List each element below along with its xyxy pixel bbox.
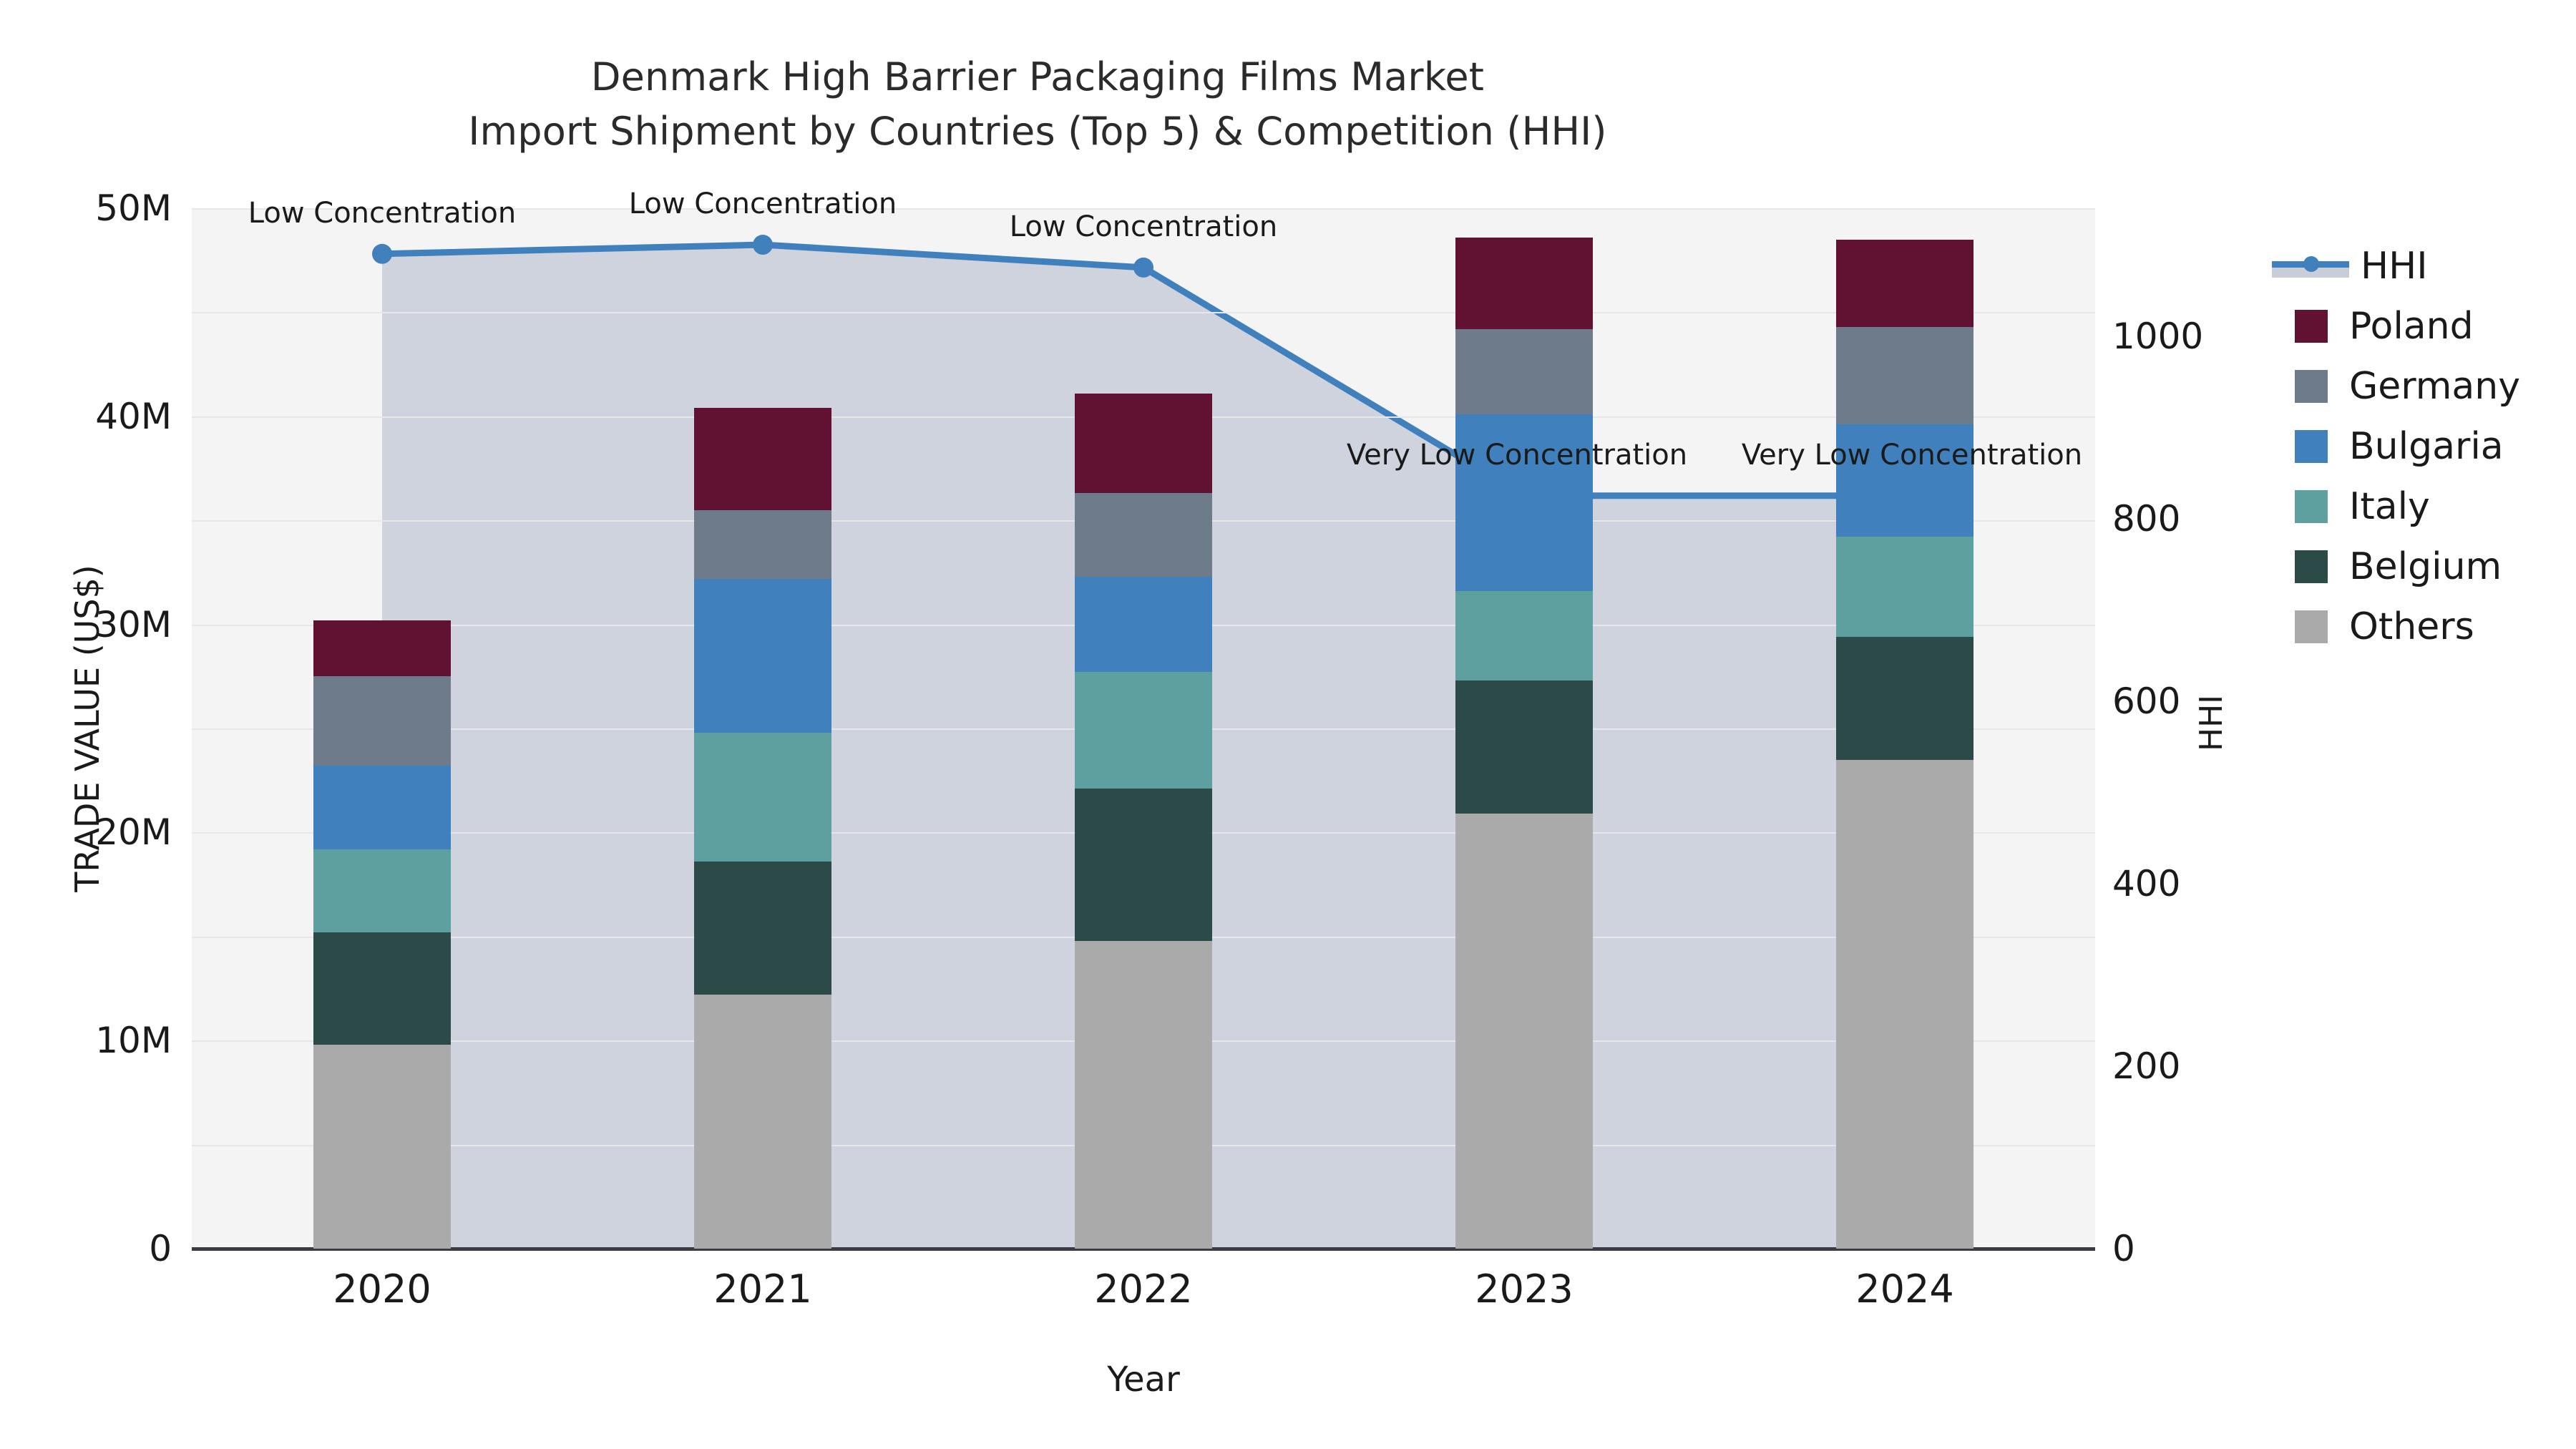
y-tick-right: 1000 xyxy=(2112,315,2204,357)
y-tick-right: 0 xyxy=(2112,1228,2135,1269)
x-tick: 2022 xyxy=(1094,1267,1193,1312)
y-tick-left: 30M xyxy=(95,603,172,645)
y-tick-right: 200 xyxy=(2112,1045,2181,1087)
title-line-2: Import Shipment by Countries (Top 5) & C… xyxy=(468,109,1607,154)
gridline xyxy=(192,312,2095,314)
y-tick-left: 10M xyxy=(95,1020,172,1062)
bar-segment[interactable] xyxy=(694,862,831,995)
x-tick: 2021 xyxy=(713,1267,812,1312)
bar-segment[interactable] xyxy=(313,766,451,849)
legend-label: Bulgaria xyxy=(2349,425,2504,468)
y-tick-right: 400 xyxy=(2112,862,2181,904)
concentration-annotation: Low Concentration xyxy=(1009,210,1278,243)
legend: HHI Poland Germany Bulgaria Italy Belgium Othe… xyxy=(2272,236,2572,657)
legend-line-marker xyxy=(2272,250,2349,283)
x-axis-line xyxy=(192,1247,2095,1251)
bar-segment[interactable] xyxy=(1075,940,1212,1249)
legend-item-germany[interactable]: Germany xyxy=(2272,356,2572,416)
bar-segment[interactable] xyxy=(1075,672,1212,789)
bar-segment[interactable] xyxy=(313,849,451,932)
legend-swatch xyxy=(2295,490,2328,523)
bar-segment[interactable] xyxy=(1836,424,1974,537)
gridline xyxy=(192,208,2095,210)
legend-label: HHI xyxy=(2361,245,2428,288)
x-tick: 2020 xyxy=(333,1267,431,1312)
legend-label: Poland xyxy=(2349,305,2474,348)
y-tick-left: 20M xyxy=(95,811,172,854)
legend-label: Belgium xyxy=(2349,545,2502,588)
bar-segment[interactable] xyxy=(1075,576,1212,673)
legend-swatch xyxy=(2295,550,2328,583)
page-title: Denmark High Barrier Packaging Films Mar… xyxy=(0,50,2075,159)
bar-segment[interactable] xyxy=(1836,637,1974,760)
concentration-annotation: Very Low Concentration xyxy=(1741,438,2083,472)
y-tick-left: 0 xyxy=(149,1228,172,1269)
y-tick-left: 50M xyxy=(95,187,172,229)
x-axis-label: Year xyxy=(1107,1360,1180,1400)
y-axis-right-label: HHI xyxy=(2193,694,2230,751)
legend-item-italy[interactable]: Italy xyxy=(2272,477,2572,537)
bar-segment[interactable] xyxy=(1836,326,1974,425)
legend-swatch xyxy=(2295,310,2328,343)
legend-label: Germany xyxy=(2349,365,2521,408)
bar-segment[interactable] xyxy=(1836,759,1974,1249)
bar-segment[interactable] xyxy=(1455,414,1593,592)
legend-swatch xyxy=(2295,610,2328,643)
title-line-1: Denmark High Barrier Packaging Films Mar… xyxy=(590,54,1485,99)
legend-label: Italy xyxy=(2349,485,2430,528)
bar-segment[interactable] xyxy=(313,676,451,766)
bar-segment[interactable] xyxy=(1455,591,1593,681)
legend-item-bulgaria[interactable]: Bulgaria xyxy=(2272,416,2572,477)
legend-label: Others xyxy=(2349,605,2474,648)
bar-segment[interactable] xyxy=(694,732,831,862)
concentration-annotation: Very Low Concentration xyxy=(1346,438,1688,472)
bar-segment[interactable] xyxy=(1455,814,1593,1249)
bar-segment[interactable] xyxy=(694,408,831,510)
bar-segment[interactable] xyxy=(694,509,831,579)
y-tick-right: 800 xyxy=(2112,497,2181,540)
bar-segment[interactable] xyxy=(313,620,451,677)
x-tick: 2023 xyxy=(1475,1267,1574,1312)
y-axis-left-label: TRADE VALUE (US$) xyxy=(68,565,107,892)
bar-segment[interactable] xyxy=(1836,537,1974,638)
bar-segment[interactable] xyxy=(313,1045,451,1249)
y-tick-left: 40M xyxy=(95,395,172,437)
legend-item-others[interactable]: Others xyxy=(2272,597,2572,657)
legend-item-poland[interactable]: Poland xyxy=(2272,296,2572,356)
bar-segment[interactable] xyxy=(694,995,831,1249)
x-tick: 2024 xyxy=(1855,1267,1954,1312)
concentration-annotation: Low Concentration xyxy=(628,187,897,221)
bar-segment[interactable] xyxy=(313,932,451,1045)
bar-segment[interactable] xyxy=(1455,237,1593,329)
hhi-data-point[interactable] xyxy=(372,243,392,264)
legend-item-belgium[interactable]: Belgium xyxy=(2272,537,2572,597)
bar-segment[interactable] xyxy=(1455,328,1593,414)
legend-swatch xyxy=(2295,430,2328,463)
hhi-data-point[interactable] xyxy=(753,235,773,255)
bar-segment[interactable] xyxy=(1455,680,1593,814)
bar-segment[interactable] xyxy=(1075,393,1212,494)
legend-swatch xyxy=(2295,370,2328,403)
bar-segment[interactable] xyxy=(1075,493,1212,577)
bar-segment[interactable] xyxy=(1075,789,1212,941)
concentration-annotation: Low Concentration xyxy=(248,196,517,230)
bar-segment[interactable] xyxy=(694,578,831,733)
y-tick-right: 600 xyxy=(2112,680,2181,722)
legend-item-hhi[interactable]: HHI xyxy=(2272,236,2572,296)
hhi-data-point[interactable] xyxy=(1133,257,1153,278)
bar-segment[interactable] xyxy=(1836,239,1974,327)
